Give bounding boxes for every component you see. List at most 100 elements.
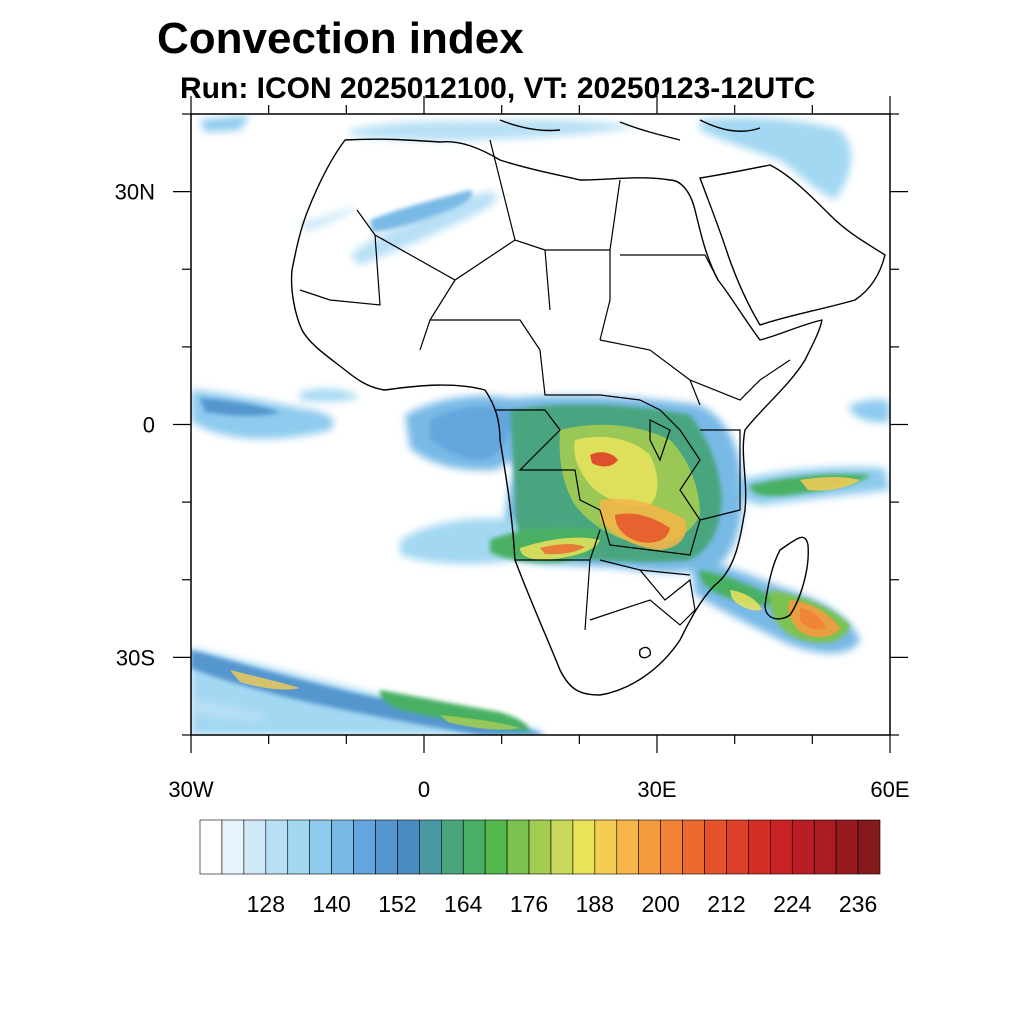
- border-south-sudan: [599, 339, 701, 406]
- colorbar-box: [309, 819, 332, 875]
- colorbar-box: [572, 819, 596, 875]
- colorbar-box: [638, 819, 661, 875]
- field-mediterranean: [350, 119, 640, 141]
- field-sahara-core: [370, 190, 473, 232]
- field-atlantic-core: [200, 398, 280, 416]
- colorbar-box: [726, 819, 749, 875]
- colorbar-box: [550, 819, 574, 875]
- lon-tick-label: 30W: [168, 777, 213, 802]
- colorbar-label: 200: [641, 891, 679, 917]
- colorbar-label: 224: [773, 891, 812, 917]
- colorbar-box: [857, 819, 881, 875]
- field-madagascar-core: [800, 608, 826, 630]
- border-sudan-egypt: [620, 254, 719, 281]
- map-subtitle: Run: ICON 2025012100, VT: 20250123-12UTC: [180, 72, 816, 105]
- field-mozambique-mid: [699, 570, 780, 606]
- mediterranean-coast: [499, 119, 761, 141]
- colorbar-box: [748, 819, 771, 875]
- lesotho-outline: [638, 646, 652, 659]
- colorbar-box: [287, 819, 310, 875]
- colorbar-box: [331, 819, 354, 875]
- map-title: Convection index: [157, 14, 524, 63]
- colorbar-box: [243, 819, 267, 875]
- field-south-atlantic-green: [379, 690, 530, 732]
- colorbar-box: [791, 819, 815, 875]
- field-zambia-red: [615, 513, 670, 543]
- border-congo-gabon: [495, 409, 601, 511]
- plot-area: [191, 115, 890, 735]
- border-chad-car: [539, 349, 641, 401]
- colorbar-box: [682, 819, 705, 875]
- colorbar-box: [660, 819, 683, 875]
- colorbar-box: [506, 819, 530, 875]
- field-south-atlantic-band: [191, 648, 545, 735]
- colorbar-label: 140: [312, 891, 350, 917]
- colorbar-box: [594, 819, 618, 875]
- border-niger-nigeria: [419, 279, 541, 351]
- colorbar-box: [397, 819, 420, 875]
- colorbar-label: 128: [247, 891, 285, 917]
- field-south-atlantic-west: [195, 700, 270, 721]
- lon-tick-label: 0: [418, 777, 430, 802]
- colorbar-box: [813, 819, 837, 875]
- colorbar-box: [835, 819, 859, 875]
- colorbar-box: [440, 819, 464, 875]
- lat-tick-label: 30S: [116, 645, 155, 670]
- lat-tick-label: 30N: [115, 180, 155, 205]
- arabia-coastline: [699, 164, 886, 326]
- lon-tick-label: 30E: [637, 777, 676, 802]
- field-congo-red: [590, 452, 618, 467]
- colorbar-label: 164: [444, 891, 483, 917]
- convection-field: [191, 115, 890, 735]
- field-nw-corner: [200, 115, 250, 132]
- colorbar-box: [419, 819, 442, 875]
- border-drc-east: [599, 399, 701, 556]
- colorbar-box: [616, 819, 640, 875]
- colorbar-labels: 128 140 152 164 176 188 200 212 224 236: [247, 891, 878, 917]
- field-angola-red: [540, 544, 585, 555]
- axis-labels: 30N 0 30S 30W 0 30E 60E: [115, 180, 910, 802]
- border-south-africa: [589, 569, 696, 626]
- colorbar-box: [462, 819, 486, 875]
- field-indian-yellow: [800, 477, 860, 491]
- coastlines: [290, 119, 886, 696]
- colorbar-box: [221, 819, 245, 875]
- colorbar-box: [770, 819, 793, 875]
- border-algeria-libya: [489, 139, 516, 241]
- field-mid: [191, 190, 870, 735]
- border-tanzania: [699, 429, 741, 521]
- colorbar-box: [353, 819, 376, 875]
- field-atlantic-north: [300, 389, 360, 402]
- lake-victoria-area: [649, 419, 671, 462]
- field-mozambique-yellow: [730, 590, 762, 611]
- colorbar-box: [528, 819, 552, 875]
- field-guinea-core: [430, 406, 512, 460]
- colorbar-label: 152: [378, 891, 416, 917]
- field-south-atlantic-yg: [440, 715, 520, 730]
- madagascar-coastline: [764, 536, 809, 620]
- country-borders: [299, 139, 791, 631]
- colorbar-label: 212: [707, 891, 745, 917]
- colorbar-label: 236: [839, 891, 877, 917]
- lat-tick-label: 0: [143, 413, 155, 438]
- colorbar-label: 176: [510, 891, 548, 917]
- field-middle-east: [700, 117, 852, 200]
- lon-tick-label: 60E: [870, 777, 909, 802]
- colorbar-box: [484, 819, 508, 875]
- colorbar-box: [199, 819, 223, 875]
- field-core: [230, 424, 860, 730]
- colorbar-box: [375, 819, 398, 875]
- colorbar-label: 188: [576, 891, 614, 917]
- border-mauritania: [299, 209, 381, 306]
- field-sahara-band: [350, 191, 497, 265]
- field-indian-ocean-east: [850, 399, 890, 423]
- border-ethiopia-somalia: [689, 359, 791, 401]
- colorbar: [199, 819, 881, 875]
- field-sahara-west: [300, 205, 356, 232]
- colorbar-box: [704, 819, 727, 875]
- field-south-atlantic-yellow: [230, 670, 300, 690]
- africa-coastline: [290, 138, 823, 696]
- colorbar-box: [265, 819, 289, 875]
- axis-ticks: [173, 96, 908, 753]
